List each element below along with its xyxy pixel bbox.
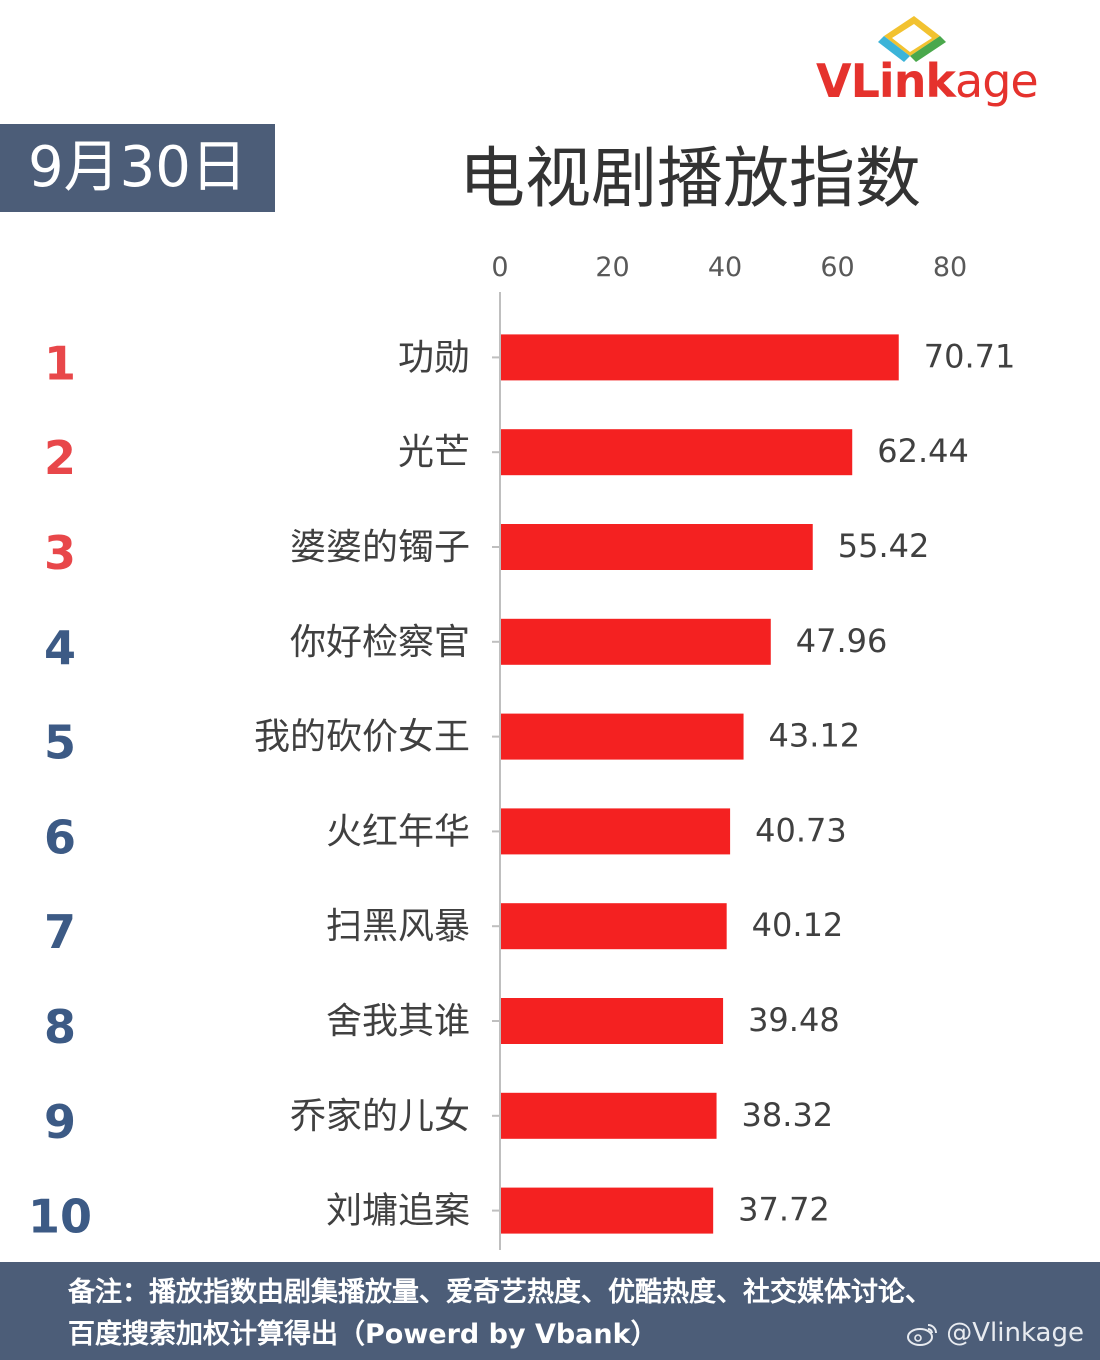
rank-number: 2: [44, 431, 76, 485]
footer: 备注：播放指数由剧集播放量、爱奇艺热度、优酷热度、社交媒体讨论、 百度搜索加权计…: [0, 1262, 1100, 1360]
vlinkage-logo: VLinkage: [816, 10, 1076, 110]
value-label: 47.96: [796, 622, 888, 660]
bar: [501, 808, 731, 855]
rank-number: 9: [44, 1095, 76, 1149]
bar: [501, 903, 727, 950]
weibo-handle[interactable]: @Vlinkage: [906, 1318, 1084, 1348]
value-label: 43.12: [769, 717, 861, 755]
value-label: 70.71: [924, 337, 1016, 375]
x-tick-label: 60: [820, 252, 854, 283]
bar: [501, 429, 853, 476]
value-label: 39.48: [748, 1001, 840, 1039]
rank-number: 3: [44, 526, 76, 580]
bar: [501, 524, 813, 570]
bar: [501, 998, 724, 1044]
value-label: 55.42: [838, 527, 930, 565]
category-label: 你好检察官: [290, 622, 470, 663]
x-tick-label: 0: [491, 252, 508, 283]
rank-numbers: 1 2 3 4 5 6 7 8 9 10: [28, 336, 92, 1243]
bar: [501, 713, 744, 760]
value-label: 40.12: [752, 906, 844, 944]
x-tick-label: 20: [595, 252, 629, 283]
rank-number: 4: [44, 621, 76, 675]
weibo-icon: [907, 1323, 938, 1346]
bar: [501, 334, 899, 381]
category-label: 火红年华: [326, 811, 470, 852]
x-axis-ticks: 0 20 40 60 80: [491, 252, 967, 283]
value-label: 40.73: [755, 811, 847, 849]
rank-number: 7: [44, 905, 76, 959]
rank-number: 8: [44, 1000, 76, 1054]
value-label: 37.72: [738, 1191, 830, 1229]
category-label: 乔家的儿女: [290, 1096, 470, 1137]
category-label: 功勋: [398, 337, 470, 378]
x-tick-label: 40: [708, 252, 742, 283]
footer-note-line2: 百度搜索加权计算得出（Powerd by Vbank）: [68, 1319, 658, 1350]
logo-letters-age: age: [955, 54, 1039, 108]
bar: [501, 1092, 717, 1139]
category-label: 扫黑风暴: [326, 906, 470, 947]
x-tick-label: 80: [933, 252, 967, 283]
bars: [501, 334, 899, 1234]
category-label: 我的砍价女王: [254, 717, 470, 758]
category-labels: 功勋光芒婆婆的镯子你好检察官我的砍价女王火红年华扫黑风暴舍我其谁乔家的儿女刘墉追…: [254, 337, 500, 1232]
category-label: 刘墉追案: [326, 1191, 470, 1232]
logo-letters-link: Link: [850, 54, 956, 108]
date-badge: 9月30日: [0, 124, 275, 212]
rank-number: 10: [28, 1190, 92, 1244]
logo-emblem-icon: [878, 16, 946, 62]
footer-note-line1: 备注：播放指数由剧集播放量、爱奇艺热度、优酷热度、社交媒体讨论、: [68, 1277, 932, 1308]
value-label: 62.44: [877, 432, 969, 470]
rank-number: 5: [44, 716, 76, 770]
rank-number: 1: [44, 336, 76, 390]
weibo-handle-text: @Vlinkage: [946, 1318, 1084, 1348]
value-label: 38.32: [742, 1096, 834, 1134]
category-label: 舍我其谁: [326, 1001, 470, 1042]
bar: [501, 1187, 714, 1234]
bar: [501, 618, 771, 665]
rank-number: 6: [44, 810, 76, 864]
logo-letter-v: V: [816, 54, 852, 108]
category-label: 婆婆的镯子: [290, 527, 470, 568]
page-title: 电视剧播放指数: [459, 140, 921, 217]
category-label: 光芒: [398, 432, 470, 473]
value-labels: 70.71 62.44 55.42 47.96 43.12 40.73 40.12 39.48…: [738, 337, 1015, 1228]
footer-note: 备注：播放指数由剧集播放量、爱奇艺热度、优酷热度、社交媒体讨论、 百度搜索加权计…: [68, 1272, 1028, 1356]
bar-chart: 0 20 40 60 80 1 2 3 4 5 6 7 8 9 10 功勋光芒婆婆的镯子你好检察官我的砍价…: [28, 252, 1015, 1250]
